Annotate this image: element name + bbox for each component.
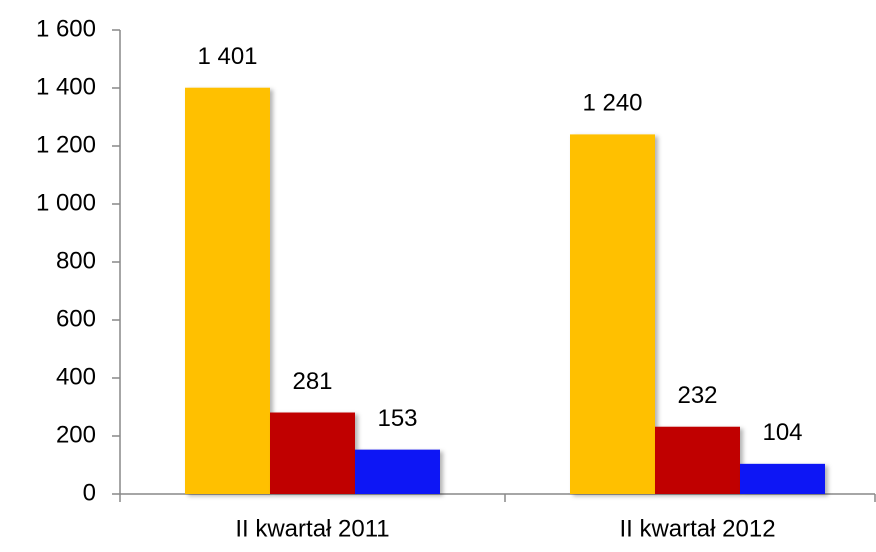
y-tick-label: 1 200 (36, 131, 96, 158)
bar (570, 134, 655, 494)
bar (270, 412, 355, 494)
bar (185, 87, 270, 495)
y-tick-label: 1 000 (36, 189, 96, 216)
data-label: 281 (292, 368, 332, 395)
bar (655, 426, 740, 494)
data-label: 1 401 (197, 43, 257, 70)
data-label: 232 (677, 382, 717, 409)
y-tick-label: 0 (83, 479, 96, 506)
y-tick-label: 800 (56, 247, 96, 274)
bar (740, 463, 825, 494)
data-label: 104 (762, 419, 802, 446)
x-tick-label: II kwartał 2012 (619, 515, 775, 542)
data-label: 1 240 (582, 90, 642, 117)
bar (355, 449, 440, 494)
y-tick-label: 600 (56, 305, 96, 332)
y-tick-label: 1 600 (36, 15, 96, 42)
y-tick-label: 200 (56, 421, 96, 448)
x-tick-label: II kwartał 2011 (235, 515, 389, 542)
y-tick-label: 400 (56, 363, 96, 390)
data-label: 153 (377, 405, 417, 432)
y-tick-label: 1 400 (36, 73, 96, 100)
